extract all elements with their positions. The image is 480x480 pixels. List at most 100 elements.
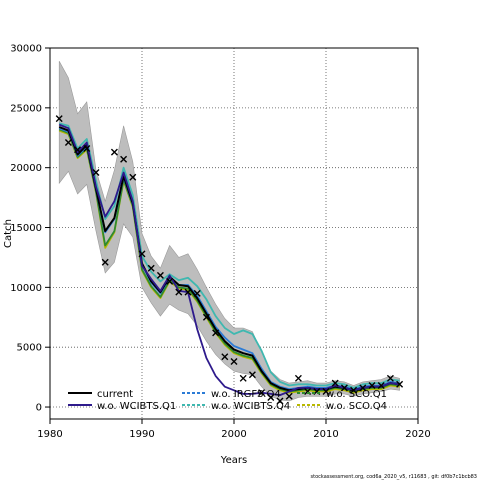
- legend-item: w.o. WCIBTS.Q4: [182, 401, 290, 412]
- series-line-wo-wcibts-q1: [58, 123, 400, 397]
- x-tick-label: 1990: [129, 429, 154, 440]
- observed-point: [129, 173, 137, 181]
- x-tick-label: 1980: [37, 429, 62, 440]
- legend-item: w.o. SCO.Q4: [297, 401, 387, 412]
- observed-point-stroke: [377, 381, 385, 389]
- legend-label: w.o. WCIBTS.Q1: [97, 401, 176, 412]
- observed-point-stroke: [294, 374, 302, 382]
- observed-point-stroke: [74, 146, 82, 154]
- observed-point: [55, 115, 63, 123]
- legend-item: w.o. WCIBTS.Q1: [68, 401, 176, 412]
- observed-point-stroke: [239, 374, 247, 382]
- observed-point-stroke: [248, 371, 256, 379]
- observed-point-stroke: [267, 393, 275, 401]
- observed-point: [110, 148, 118, 156]
- observed-point: [377, 381, 385, 389]
- y-tick-label: 5000: [17, 343, 42, 354]
- observed-point-stroke: [129, 173, 137, 181]
- observed-point: [285, 392, 293, 400]
- y-tick-label: 0: [36, 403, 42, 414]
- observed-point: [258, 389, 266, 397]
- y-tick-label: 20000: [10, 163, 42, 174]
- legend-label: current: [97, 389, 133, 400]
- observed-point-stroke: [110, 148, 118, 156]
- legend-label: w.o. SCO.Q1: [326, 389, 387, 400]
- observed-point: [248, 371, 256, 379]
- observed-point-stroke: [83, 145, 91, 153]
- y-tick-label: 30000: [10, 44, 42, 55]
- observed-point-stroke: [285, 392, 293, 400]
- observed-point: [322, 387, 330, 395]
- y-axis-title: Catch: [3, 219, 14, 248]
- observed-point: [193, 289, 201, 297]
- observed-point: [156, 271, 164, 279]
- observed-point-stroke: [202, 313, 210, 321]
- observed-point: [239, 374, 247, 382]
- confidence-band: [58, 61, 400, 402]
- observed-point: [368, 381, 376, 389]
- observed-point-stroke: [396, 380, 404, 388]
- observed-point: [386, 374, 394, 382]
- legend-label: w.o. IRGFS.Q4: [211, 389, 281, 400]
- observed-point-stroke: [101, 258, 109, 266]
- observed-point: [212, 329, 220, 337]
- observed-point-stroke: [340, 384, 348, 392]
- observed-point-stroke: [138, 250, 146, 258]
- legend-item: current: [68, 389, 133, 400]
- observed-point-stroke: [368, 381, 376, 389]
- observed-point-stroke: [55, 115, 63, 123]
- observed-point-stroke: [212, 329, 220, 337]
- observed-point: [230, 358, 238, 366]
- observed-point-stroke: [386, 374, 394, 382]
- observed-point: [138, 250, 146, 258]
- observed-point-stroke: [322, 387, 330, 395]
- observed-point: [120, 155, 128, 163]
- observed-point-stroke: [156, 271, 164, 279]
- x-tick-label: 2020: [405, 429, 430, 440]
- observed-point: [92, 168, 100, 176]
- observed-point-stroke: [304, 387, 312, 395]
- confidence-band-area: [58, 61, 400, 402]
- legend-label: w.o. SCO.Q4: [326, 401, 387, 412]
- x-tick-label: 2000: [221, 429, 246, 440]
- observed-point-stroke: [221, 353, 229, 361]
- observed-point-stroke: [359, 384, 367, 392]
- y-axis: 0 5000 10000 15000 20000 25000 30000: [10, 44, 50, 414]
- observed-point-stroke: [258, 389, 266, 397]
- observed-point: [202, 313, 210, 321]
- observed-point-stroke: [230, 358, 238, 366]
- observed-point-stroke: [193, 289, 201, 297]
- observed-point-stroke: [92, 168, 100, 176]
- observed-point: [396, 380, 404, 388]
- x-axis: 1980 1990 2000 2010 2020: [37, 419, 431, 440]
- series-line-wo-wcibts-q4: [58, 122, 400, 389]
- observed-point-stroke: [166, 277, 174, 285]
- observed-point: [175, 288, 183, 296]
- observed-point: [331, 379, 339, 387]
- observed-point: [74, 146, 82, 154]
- x-axis-title: Years: [220, 455, 247, 466]
- legend-item: w.o. IRGFS.Q4: [182, 389, 281, 400]
- observed-point: [83, 145, 91, 153]
- observed-point: [276, 397, 284, 405]
- observed-point-stroke: [175, 288, 183, 296]
- y-tick-label: 25000: [10, 103, 42, 114]
- observed-point: [101, 258, 109, 266]
- legend-label: w.o. WCIBTS.Q4: [211, 401, 290, 412]
- observed-point: [359, 384, 367, 392]
- observed-point: [294, 374, 302, 382]
- observed-point: [350, 386, 358, 394]
- footer-note: stockassessment.org, cod6a_2020_v5, r116…: [311, 474, 477, 480]
- y-tick-label: 10000: [10, 283, 42, 294]
- observed-point: [340, 384, 348, 392]
- observed-point-stroke: [184, 288, 192, 296]
- observed-point-stroke: [64, 139, 72, 147]
- observed-point: [64, 139, 72, 147]
- observed-point: [221, 353, 229, 361]
- y-tick-label: 15000: [10, 223, 42, 234]
- legend-item: w.o. SCO.Q1: [297, 389, 387, 400]
- observed-point-stroke: [120, 155, 128, 163]
- observed-point: [147, 264, 155, 272]
